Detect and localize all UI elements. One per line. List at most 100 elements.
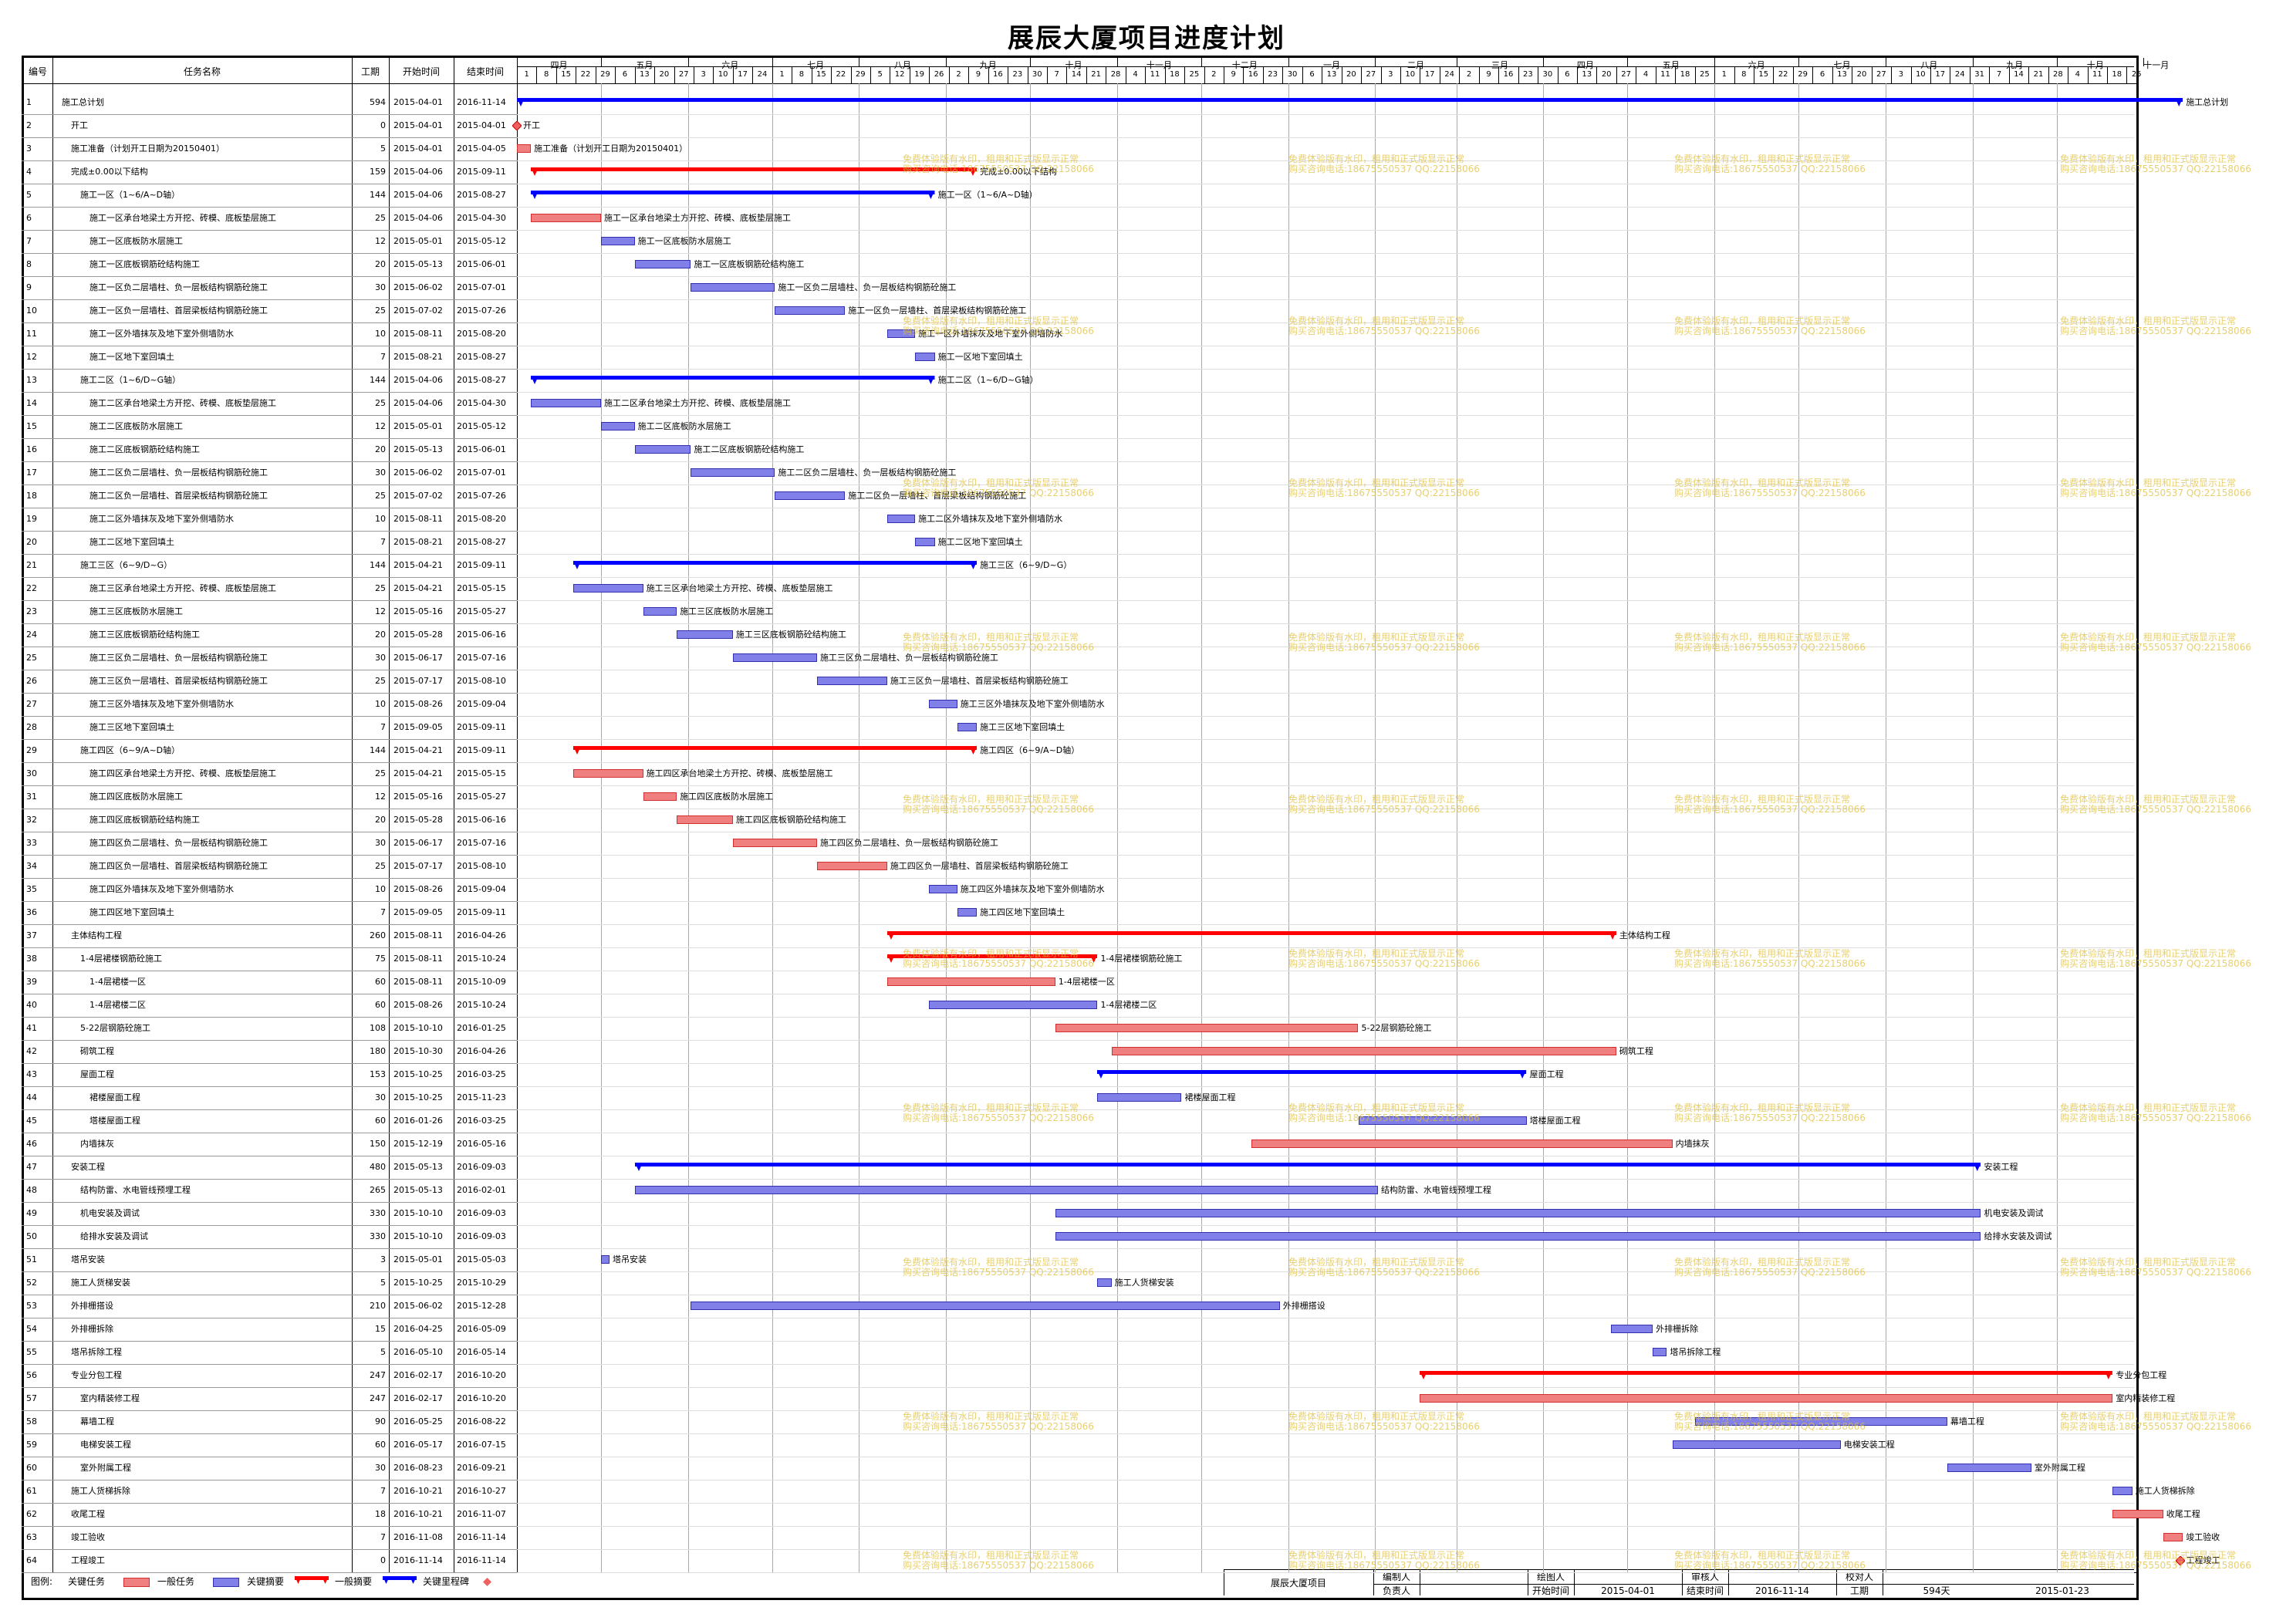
row-start: 2015-04-21 <box>393 584 443 593</box>
row-end: 2016-08-22 <box>457 1417 506 1426</box>
row-divider <box>22 160 517 161</box>
row-id: 42 <box>26 1047 37 1056</box>
row-id: 9 <box>26 283 32 292</box>
watermark-text: 免费体验版有水印，租用和正式版显示正常 购买咨询电话:18675550537 QQ… <box>2060 154 2251 174</box>
row-gridline <box>517 901 2134 902</box>
watermark-text: 免费体验版有水印，租用和正式版显示正常 购买咨询电话:18675550537 QQ… <box>2060 478 2251 498</box>
row-task-name: 施工四区地下室回填土 <box>89 908 174 917</box>
watermark-text: 免费体验版有水印，租用和正式版显示正常 购买咨询电话:18675550537 QQ… <box>2060 1102 2251 1123</box>
row-duration: 90 <box>375 1417 386 1426</box>
week-tick-label: 6 <box>1309 70 1315 79</box>
month-label: 十月 <box>1065 60 1082 70</box>
week-tick-label: 28 <box>1110 70 1121 79</box>
row-task-name: 施工三区底板防水层施工 <box>89 607 183 616</box>
month-divider <box>1201 58 1202 66</box>
legend-critical-task-label: 关键任务 <box>68 1577 106 1586</box>
gantt-bar-label: 施工一区外墙抹灰及地下室外侧墙防水 <box>918 329 1063 339</box>
week-tick-label: 22 <box>580 70 591 79</box>
month-gridline <box>1375 83 1376 1572</box>
week-tick-label: 27 <box>1621 70 1631 79</box>
week-tick-label: 9 <box>1231 70 1236 79</box>
row-end: 2015-08-27 <box>457 353 506 362</box>
week-tick-label: 29 <box>1798 70 1808 79</box>
row-end: 2015-05-03 <box>457 1255 506 1264</box>
week-tick-label: 15 <box>561 70 571 79</box>
watermark-text: 免费体验版有水印，租用和正式版显示正常 购买咨询电话:18675550537 QQ… <box>1674 1102 1866 1123</box>
row-start: 2016-04-25 <box>393 1325 443 1334</box>
gantt-task-bar <box>572 584 643 593</box>
row-end: 2015-07-26 <box>457 491 506 501</box>
week-tick-label: 31 <box>1974 70 1984 79</box>
gantt-task-bar <box>1055 1209 1981 1217</box>
watermark-text: 免费体验版有水印，租用和正式版显示正常 购买咨询电话:18675550537 QQ… <box>2060 1257 2251 1278</box>
gantt-bar-label: 砌筑工程 <box>1619 1046 1653 1056</box>
row-start: 2015-05-01 <box>393 237 443 246</box>
gantt-bar-label: 施工一区地下室回填土 <box>937 352 1023 362</box>
row-divider <box>22 1526 517 1527</box>
row-task-name: 施工三区外墙抹灰及地下室外侧墙防水 <box>89 700 234 709</box>
row-id: 8 <box>26 260 32 269</box>
week-divider <box>674 66 675 83</box>
row-duration: 25 <box>375 584 386 593</box>
row-duration: 12 <box>375 792 386 802</box>
row-duration: 7 <box>380 538 386 547</box>
month-label: 七月 <box>807 60 825 70</box>
gantt-task-bar <box>929 1001 1098 1009</box>
week-tick-label: 18 <box>1680 70 1690 79</box>
watermark-text: 免费体验版有水印，租用和正式版显示正常 购买咨询电话:18675550537 QQ… <box>1288 632 1480 653</box>
row-start: 2015-05-01 <box>393 422 443 431</box>
gantt-task-bar <box>601 422 635 430</box>
row-task-name: 砌筑工程 <box>80 1047 114 1056</box>
week-divider <box>1812 66 1814 83</box>
row-gridline <box>517 1086 2134 1087</box>
row-id: 62 <box>26 1510 37 1519</box>
week-tick-label: 7 <box>1054 70 1059 79</box>
month-divider <box>1627 58 1629 66</box>
row-divider <box>22 577 517 578</box>
row-duration: 144 <box>370 746 386 755</box>
week-tick-label: 6 <box>622 70 628 79</box>
week-divider <box>2126 66 2128 83</box>
row-id: 48 <box>26 1186 37 1195</box>
gantt-bar-label: 施工二区地下室回填土 <box>937 537 1023 547</box>
row-id: 60 <box>26 1464 37 1473</box>
row-start: 2015-04-06 <box>393 167 443 177</box>
row-start: 2015-08-26 <box>393 1001 443 1010</box>
gantt-bar-label: 施工四区负一层墙柱、首层梁板结构钢筋砼施工 <box>890 861 1069 871</box>
row-gridline <box>517 1017 2134 1018</box>
week-tick-label: 4 <box>1133 70 1138 79</box>
row-id: 17 <box>26 468 37 478</box>
row-duration: 30 <box>375 839 386 848</box>
row-duration: 60 <box>375 1001 386 1010</box>
row-duration: 7 <box>380 1487 386 1496</box>
week-divider <box>615 66 616 83</box>
row-gridline <box>517 1271 2134 1272</box>
watermark-text: 免费体验版有水印，租用和正式版显示正常 购买咨询电话:18675550537 QQ… <box>903 1102 1094 1123</box>
week-divider <box>1047 66 1048 83</box>
row-task-name: 施工二区承台地梁土方开挖、砖模、底板垫层施工 <box>89 399 276 408</box>
row-gridline <box>517 1341 2134 1342</box>
legend-normal-summary-swatch <box>383 1576 417 1584</box>
gantt-task-bar <box>1097 1093 1182 1102</box>
row-task-name: 施工一区（1~6/A~D轴） <box>80 191 181 200</box>
month-label: 六月 <box>1748 60 1765 70</box>
gantt-summary-bar <box>531 376 935 384</box>
legend-title: 图例: <box>31 1577 53 1586</box>
gantt-task-bar <box>691 283 775 292</box>
row-task-name: 施工三区地下室回填土 <box>89 723 174 732</box>
row-duration: 180 <box>370 1047 386 1056</box>
row-id: 50 <box>26 1232 37 1241</box>
row-duration: 30 <box>375 283 386 292</box>
row-start: 2015-08-11 <box>393 515 443 524</box>
row-id: 2 <box>26 121 32 130</box>
row-divider <box>22 1017 517 1018</box>
gantt-task-bar <box>2112 1510 2163 1518</box>
week-divider <box>1518 66 1519 83</box>
watermark-text: 免费体验版有水印，租用和正式版显示正常 购买咨询电话:18675550537 QQ… <box>903 478 1094 498</box>
row-start: 2015-05-16 <box>393 792 443 802</box>
row-end: 2016-10-20 <box>457 1371 506 1380</box>
gantt-summary-bar <box>1097 1070 1527 1079</box>
row-start: 2015-07-02 <box>393 306 443 316</box>
row-end: 2016-09-03 <box>457 1163 506 1172</box>
row-divider <box>22 1341 517 1342</box>
